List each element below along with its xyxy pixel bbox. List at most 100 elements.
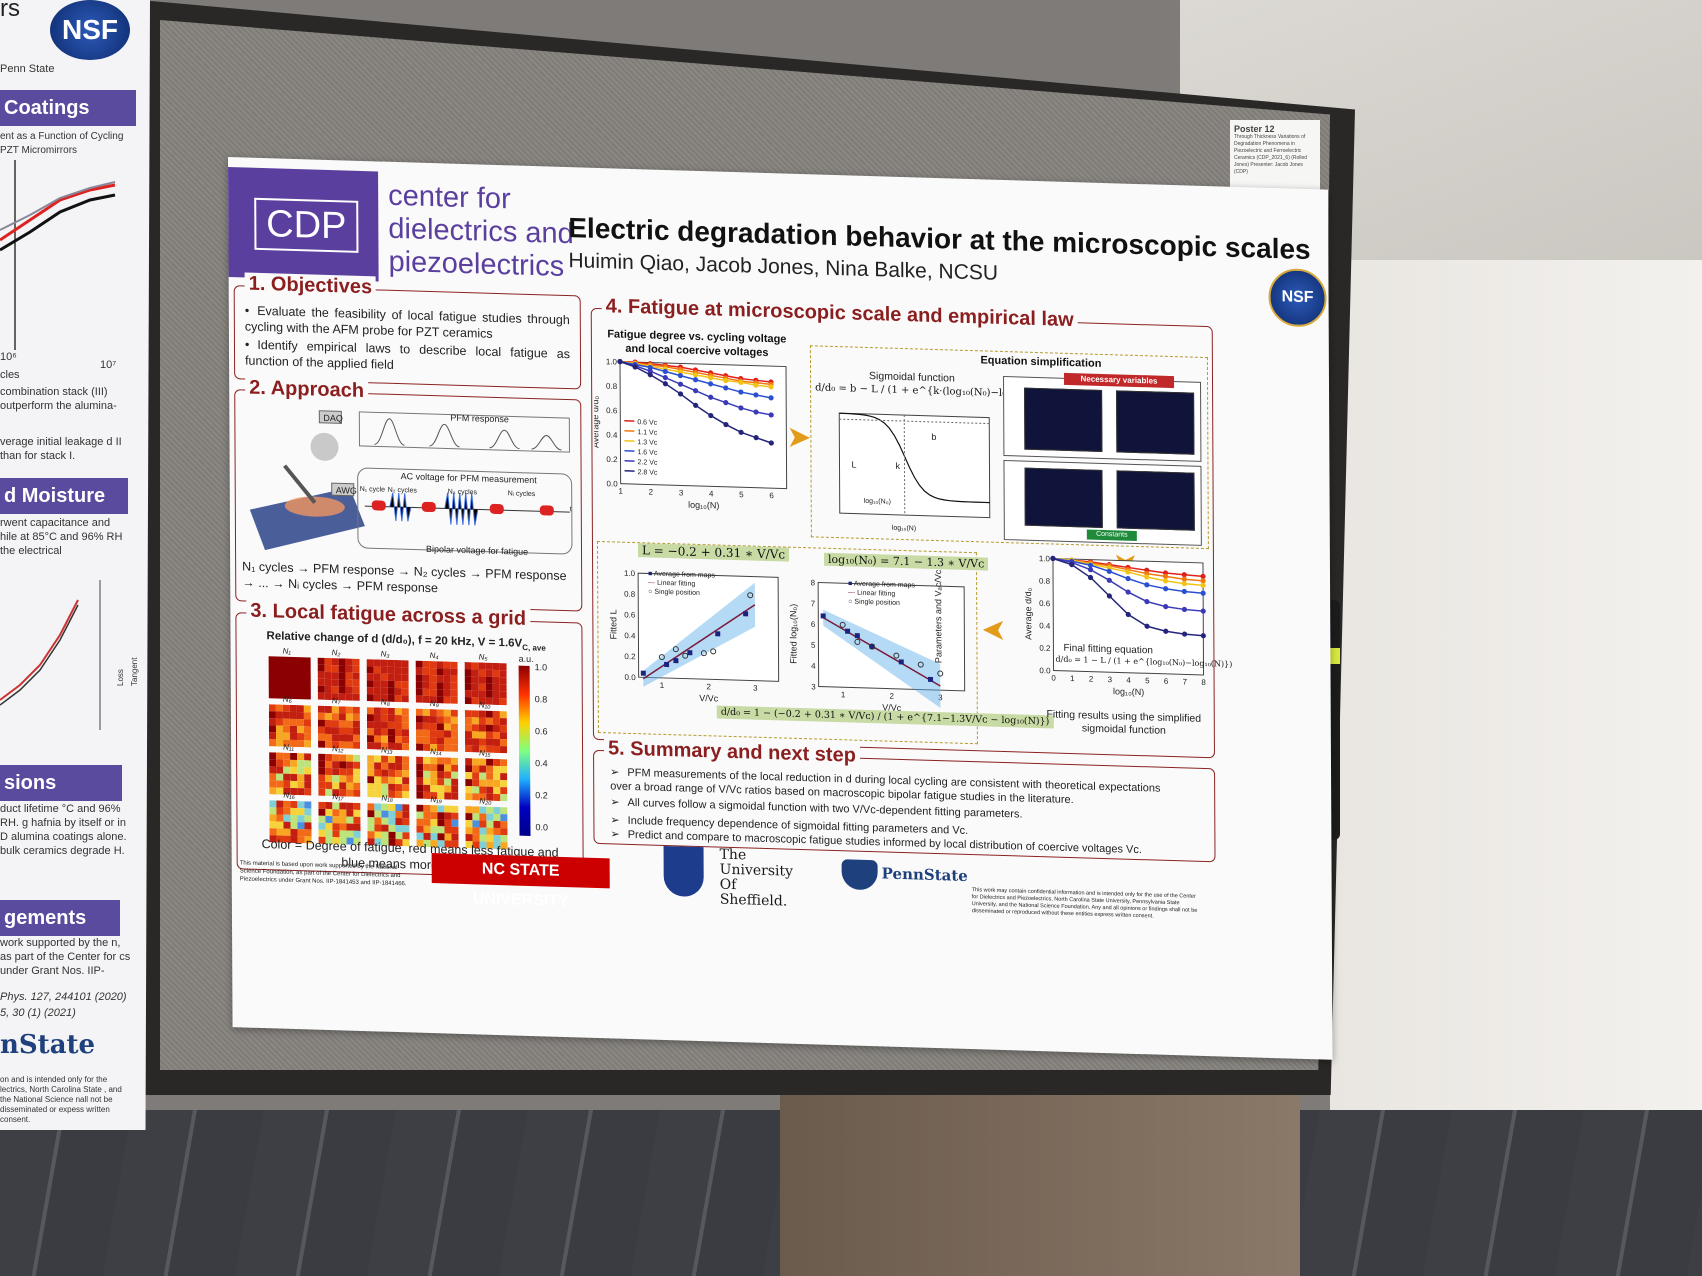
necessary-variables-label: Necessary variables [1063,372,1175,389]
heatmap-pixel [332,775,340,783]
heatmap-pixel [269,739,277,747]
heatmap-pixel [380,673,388,681]
heatmap-pixel [297,740,305,748]
y-tick-label: 0.0 [625,673,637,682]
heatmap-pixel [387,721,395,729]
heatmap-pixel [283,800,291,808]
tag-text: Through Thickness Variations of Degradat… [1234,134,1308,175]
heatmap-pixel [451,778,459,786]
heatmap-pixel [268,704,276,712]
chart4-caption: Fitting results using the simplified sig… [1034,708,1214,739]
heatmap-cell-label: N₁₃ [381,745,393,755]
heatmap-pixel [436,661,444,669]
heatmap-pixel [437,757,445,765]
heatmap-cell-label: N₁₇ [332,792,344,802]
data-point [640,670,646,676]
sheffield-logo: The University Of Sheffield. [720,847,794,910]
heatmap-pixel [324,685,332,694]
heatmap-pixel [395,817,403,826]
heatmap-pixel [381,735,389,743]
y-tick-label: 3 [811,682,816,691]
heatmap-pixel [367,824,375,832]
heatmap-pixel [416,770,424,778]
colorbar-tick-label: 1.0 [534,662,548,673]
sigmoid-chart [838,412,991,519]
heatmap-pixel [381,742,389,750]
colorbar-tick-label: 0.4 [535,758,548,769]
heatmap-pixel [479,841,487,849]
lp-affiliation: Penn State [0,63,55,75]
data-point [1125,611,1131,618]
heatmap-pixel [373,714,381,722]
heatmap-pixel [478,676,486,684]
heatmap-pixel [430,805,438,813]
x-tick-label: 3 [679,488,684,497]
center-name-line2: dielectrics and [388,212,574,251]
heatmap-pixel [485,676,493,684]
lp-band-coatings: Coatings [0,90,136,126]
heatmap-pixel [374,838,382,846]
heatmap-pixels [317,657,360,701]
data-point [928,676,934,683]
data-point [708,375,714,381]
heatmap-pixel [366,687,374,695]
heatmap-pixel [296,719,304,727]
heatmap-pixel [366,721,374,729]
data-point [1162,578,1169,584]
heatmap-pixel [500,828,508,836]
arrow-right-icon: ➤ [786,420,812,455]
legend-entry: 1.1 Vᴄ [637,429,657,437]
heatmap-pixel [450,661,458,669]
heatmap-pixel [451,771,459,779]
pennstate-shield-icon [841,859,878,891]
heatmap-pixel [324,671,332,680]
heatmap-pixel [317,664,325,672]
heatmap-pixel [339,782,347,790]
heatmap-pixel [500,773,508,781]
heatmap-pixel [345,679,353,687]
heatmap-pixel [269,807,277,815]
heatmap-pixel [437,840,445,848]
heatmap-pixel [492,697,500,706]
data-point [1163,586,1169,592]
heatmap-pixels [318,753,361,797]
heatmap-pixel [317,726,326,734]
heatmap-pixel [486,834,494,842]
data-point [647,372,653,378]
heatmap-pixel [388,824,396,832]
heatmap-pixel [352,720,360,728]
heatmap-pixel [353,823,361,831]
heatmap-pixel [444,771,452,779]
arrow-left-icon: ➤ [981,613,1007,648]
data-point [682,652,689,659]
lp-logo: nState [0,1030,96,1060]
heatmap-pixel [366,666,374,674]
heatmap-pixel [325,836,333,845]
heatmap-pixel [471,724,479,732]
heatmap-pixel [472,793,480,801]
heatmap-pixel [297,781,305,789]
heatmap-pixel [465,813,473,821]
heatmap-pixel [352,658,360,666]
heatmap-pixel [331,686,339,694]
heatmap-pixel [345,665,353,673]
heatmap-pixel [471,669,479,677]
heatmap-cell: N₂ [317,648,360,701]
heatmap-pixel [486,813,494,821]
heatmap-pixel [395,735,403,744]
heatmap-pixel [275,704,283,712]
heatmap-pixel [367,790,375,798]
heatmap-pixel [395,762,403,771]
heatmap-pixel [416,832,424,840]
heatmap-pixel [283,835,291,843]
heatmap-pixel [429,708,437,717]
heatmap-pixel [352,672,360,680]
heatmap-pixel [499,677,507,685]
heatmap-pixel [345,672,353,680]
neighbouring-poster: rs NSF Penn State Coatings ent as a Func… [0,0,150,1130]
heatmap-pixel [290,835,298,844]
heatmap-pixel [345,658,353,666]
heatmap-pixel [493,793,501,802]
heatmap-pixel [485,717,493,725]
heatmap-pixel [485,669,493,677]
